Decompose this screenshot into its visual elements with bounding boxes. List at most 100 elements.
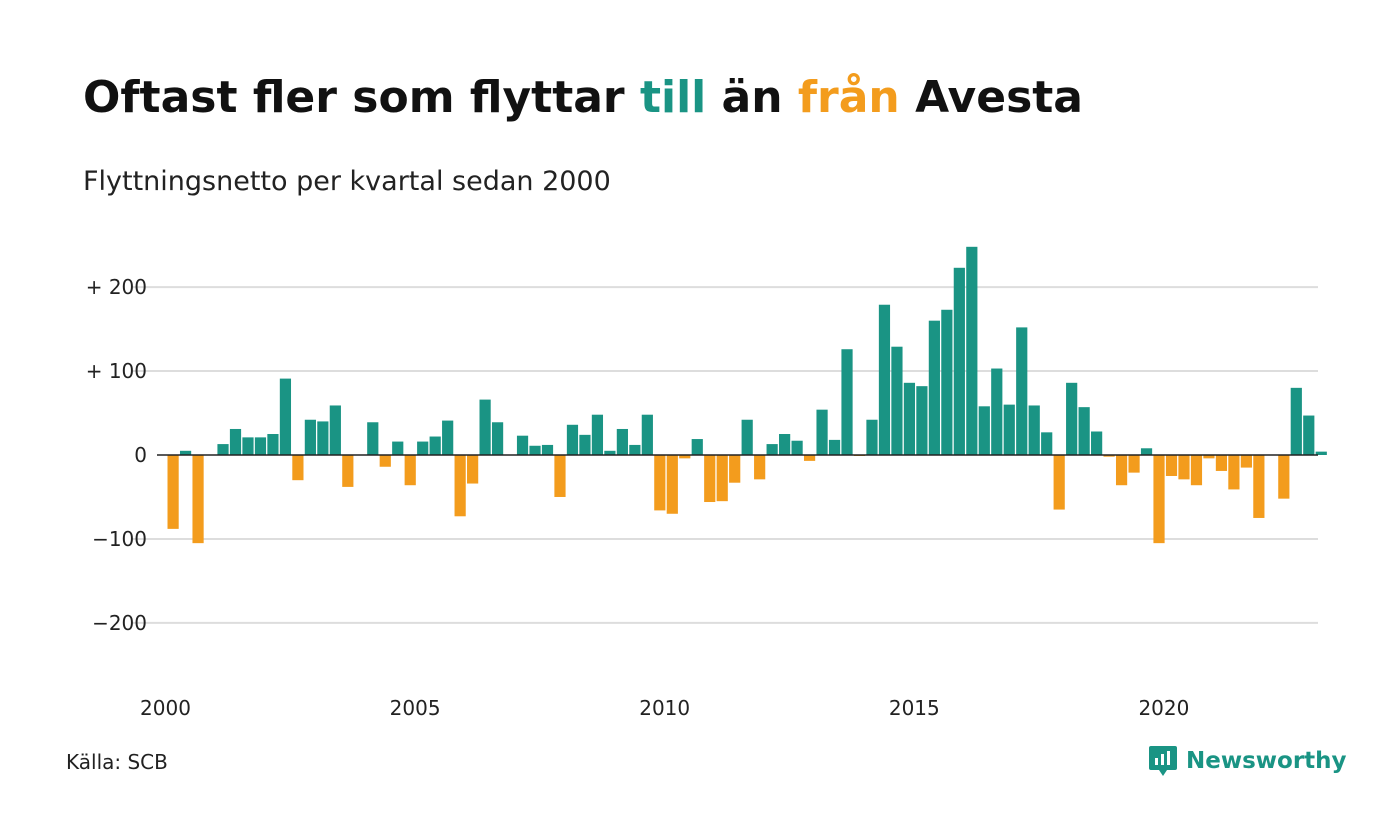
bar-positive	[392, 441, 404, 455]
title-part-1: Oftast fler som flyttar	[83, 72, 640, 123]
bar-negative	[1203, 455, 1215, 459]
bar-negative	[554, 455, 566, 497]
bar-negative	[679, 455, 691, 459]
bar-positive	[1016, 327, 1028, 455]
bar-positive	[566, 424, 579, 455]
bar-negative	[404, 455, 416, 486]
bar-positive	[442, 420, 454, 455]
bar-positive	[417, 441, 429, 455]
bar-positive	[741, 419, 753, 455]
y-tick-label: + 100	[86, 359, 147, 383]
bar-positive	[1066, 382, 1078, 455]
title-till: till	[639, 72, 707, 123]
bar-negative	[1278, 455, 1290, 499]
bar-positive	[591, 414, 604, 455]
bar-negative	[1115, 455, 1128, 486]
source-note: Källa: SCB	[66, 750, 168, 774]
bar-positive	[579, 434, 591, 455]
bar-positive	[916, 386, 928, 455]
bar-negative	[292, 455, 304, 481]
bar-positive	[878, 304, 891, 455]
bar-positive	[304, 419, 316, 455]
bar-positive	[242, 437, 254, 455]
bar-positive	[1041, 432, 1053, 455]
bar-negative	[1253, 455, 1265, 518]
bar-positive	[991, 368, 1003, 455]
bar-positive	[841, 349, 853, 455]
bar-positive	[279, 378, 292, 455]
brand-name: Newsworthy	[1186, 748, 1347, 774]
bar-positive	[367, 422, 379, 455]
bar-positive	[629, 444, 641, 455]
newsworthy-logo-icon	[1149, 746, 1177, 776]
bar-negative	[1215, 455, 1228, 471]
bar-negative	[803, 455, 816, 461]
title-part-2: än	[706, 72, 798, 123]
bar-positive	[891, 346, 903, 455]
bar-positive	[1028, 405, 1040, 455]
bar-positive	[429, 436, 441, 455]
bar-positive	[1290, 387, 1302, 455]
bar-negative	[379, 455, 391, 467]
bar-positive	[541, 444, 554, 455]
bar-positive	[479, 399, 491, 455]
bar-negative	[1165, 455, 1178, 476]
bar-negative	[654, 455, 666, 511]
bar-positive	[928, 320, 940, 455]
bar-positive	[267, 434, 279, 455]
bar-negative	[1190, 455, 1203, 486]
x-tick-label: 2005	[390, 696, 441, 720]
bar-negative	[754, 455, 766, 480]
bar-positive	[903, 382, 916, 455]
bar-negative	[666, 455, 678, 514]
bar-negative	[1128, 455, 1140, 473]
bar-negative	[167, 455, 179, 529]
bar-positive	[766, 444, 778, 455]
bar-positive	[816, 409, 828, 455]
bar-positive	[966, 246, 978, 455]
title-fran: från	[797, 72, 900, 123]
x-tick-label: 2015	[889, 696, 940, 720]
y-tick-label: −200	[92, 611, 147, 635]
bar-positive	[229, 428, 242, 455]
bar-negative	[454, 455, 466, 517]
bar-negative	[467, 455, 479, 484]
bar-positive	[978, 406, 990, 455]
bar-negative	[704, 455, 716, 503]
bar-positive	[516, 435, 529, 455]
bar-positive	[1078, 407, 1090, 455]
chart-subtitle: Flyttningsnetto per kvartal sedan 2000	[83, 166, 611, 197]
bar-positive	[317, 421, 329, 455]
chart-title: Oftast fler som flyttar till än från Ave…	[83, 72, 1083, 123]
title-part-3: Avesta	[899, 72, 1083, 123]
bar-positive	[604, 450, 616, 455]
x-tick-label: 2010	[639, 696, 690, 720]
x-tick-label: 2000	[140, 696, 191, 720]
bar-negative	[1103, 455, 1115, 457]
newsworthy-logo: Newsworthy	[1148, 744, 1347, 778]
bar-positive	[217, 444, 229, 455]
y-tick-label: 0	[134, 443, 147, 467]
bar-positive	[1140, 448, 1153, 455]
bar-negative	[342, 455, 354, 487]
bar-negative	[1240, 455, 1252, 468]
bar-positive	[1003, 404, 1015, 455]
bar-negative	[729, 455, 741, 483]
bar-positive	[329, 405, 341, 455]
bar-positive	[1091, 431, 1103, 455]
bar-positive	[641, 414, 653, 455]
bar-positive	[529, 445, 541, 455]
y-tick-label: + 200	[86, 275, 147, 299]
bar-negative	[716, 455, 728, 502]
bar-positive	[1315, 451, 1327, 455]
bar-positive	[616, 428, 628, 455]
bar-positive	[491, 422, 504, 455]
bar-positive	[254, 437, 267, 455]
bar-negative	[1178, 455, 1190, 480]
bar-positive	[791, 440, 803, 455]
bar-positive	[828, 439, 841, 455]
bar-negative	[1228, 455, 1240, 490]
y-tick-label: −100	[92, 527, 147, 551]
bar-positive	[691, 439, 703, 455]
